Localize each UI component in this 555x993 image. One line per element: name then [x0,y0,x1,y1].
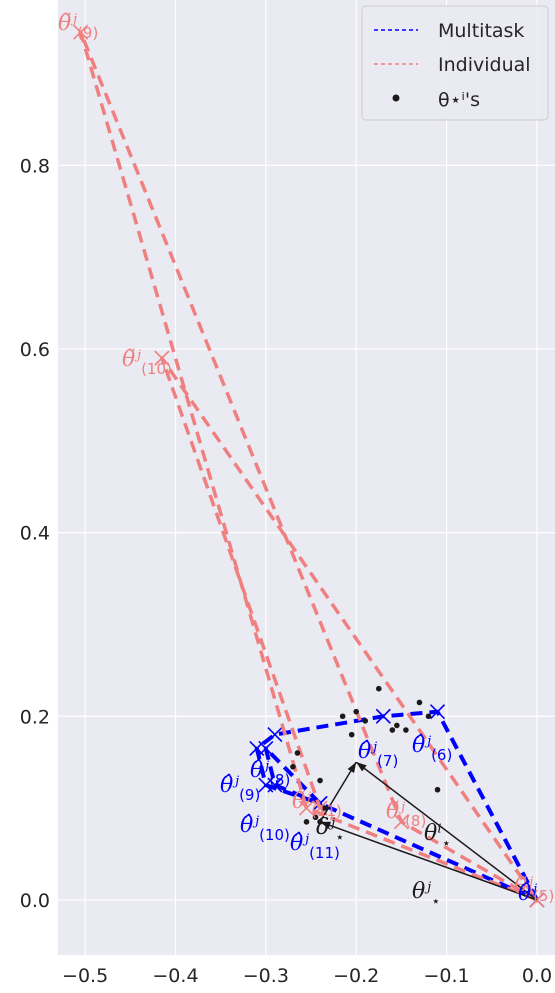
theta-star-point [348,731,355,738]
multitask-marker [258,740,274,756]
arrow-head [320,821,332,829]
theta-star-point [294,750,301,756]
annotation-theta-tilde-11: θ̃ʲ(11) [292,789,342,820]
annotation-theta-tilde-8: θ̃ʲ(8) [386,799,426,830]
theta-star-point [389,727,396,733]
legend-individual-label: Individual [438,54,531,76]
arrow-shaft [319,761,357,823]
multitask-marker [267,777,283,793]
arrow-head [356,762,367,772]
marker-stroke [429,704,446,720]
y-tick-label: 0.6 [20,339,50,361]
marker-stroke [393,814,409,830]
marker-stroke [298,800,315,816]
marker-stroke [258,740,274,756]
annotation-theta-hat-11: θ̂ʲ(11) [290,831,340,862]
plot-area [58,0,555,955]
annotation-theta-tilde-9: θ̃ʲ(9) [58,11,98,42]
tick-labels: −0.5 −0.4 −0.3 −0.2 −0.1 0.0 0.0 0.2 0.4 0.6 0.8 [20,155,552,987]
annotation-theta-star-j: θʲ⋆ [412,879,440,910]
individual-marker [154,350,170,366]
theta-star-point [362,718,369,724]
annotation-theta-hat-7: θ̂ʲ(7) [358,739,398,770]
multitask-marker [267,727,283,743]
grid [58,0,555,955]
theta-star-point [394,722,400,729]
arrows [319,761,538,901]
theta-star-point [290,763,296,770]
legend-box [361,5,549,121]
annotations: θ̃ʲ(9) θ̃ʲ(10) θ̃ʲ(11) θ̃ʲ(8) θ̃ʲ(5) θ̂ʲ… [58,11,554,910]
x-tick-label: −0.1 [423,965,469,987]
marker-stroke [312,800,328,816]
theta-star-point [425,713,432,720]
y-tick-label: 0.8 [20,155,50,177]
arrow-shaft [319,821,538,901]
theta-star-point [375,685,382,692]
annotation-theta-hat-9: θ̂ʲ(9) [220,773,260,804]
x-tick-label: −0.3 [243,965,289,987]
x-tick-label: −0.5 [62,965,108,987]
individual-marker [298,800,315,816]
individual-marker [393,814,409,830]
annotation-theta-hat-6: θ̂ʲ(6) [412,733,452,764]
individual-marker [73,24,89,40]
legend: Multitask Individual θ⋆ⁱ's [361,5,549,121]
multitask-marker [429,704,446,720]
marker-stroke [154,350,170,366]
y-tick-label: 0.4 [20,523,50,545]
annotation-theta-hat-8: θ̂ʲ(8) [250,758,290,789]
theta-star-point [353,708,360,715]
legend-points-label: θ⋆ⁱ's [438,89,480,111]
theta-star-point [339,713,346,720]
annotation-theta-hat-5: θ̂ʲ [518,881,537,906]
annotation-theta-tilde-5: θ̃ʲ(5) [514,874,554,905]
annotation-delta-star: δʲ⋆ [316,815,344,846]
theta-star-point [317,819,323,825]
annotation-theta-hat-10: θ̂ʲ(10) [240,813,290,844]
x-tick-label: −0.4 [152,965,198,987]
theta-star-point [416,699,423,706]
theta-star-point [303,819,310,825]
marker-stroke [73,24,89,40]
annotation-theta-tilde-10: θ̃ʲ(10) [122,347,172,378]
theta-star-point [321,805,328,811]
theta-star-point [312,814,319,821]
legend-multitask-label: Multitask [438,20,524,42]
multitask-marker [375,708,391,724]
theta-star-point [434,786,441,793]
legend-points-marker [392,94,400,102]
annotation-theta-star-i: θⁱ⋆ [424,821,451,852]
theta-star-point [317,777,323,784]
y-tick-label: 0.0 [20,890,50,912]
y-tick-label: 0.2 [20,706,50,728]
marker-stroke [267,777,283,793]
arrow-shaft [355,761,538,901]
arrow-head [347,762,357,773]
theta-star-point [403,727,409,733]
scatter-points [290,685,441,825]
x-tick-label: −0.2 [333,965,379,987]
x-tick-label: 0.0 [522,965,552,987]
marker-stroke [267,727,283,743]
marker-stroke [375,708,391,724]
